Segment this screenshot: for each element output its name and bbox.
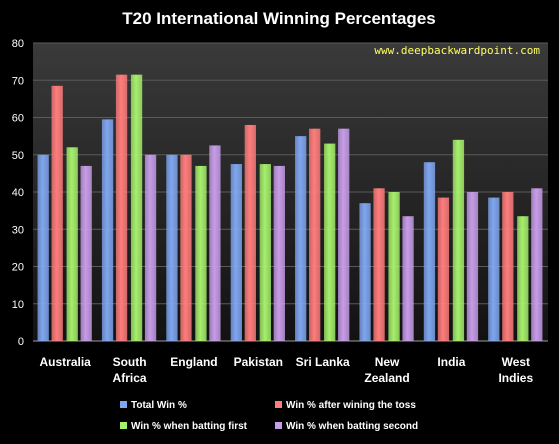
y-tick-label: 80 bbox=[12, 38, 24, 50]
bar bbox=[101, 119, 114, 341]
y-tick-label: 10 bbox=[12, 299, 24, 311]
x-tick-label: Pakistan bbox=[234, 355, 283, 369]
bar bbox=[66, 147, 78, 341]
bar bbox=[373, 188, 385, 341]
bar bbox=[130, 74, 143, 341]
bar bbox=[295, 136, 307, 341]
x-tick-label: West Indies bbox=[498, 355, 533, 385]
bar bbox=[180, 154, 192, 341]
bar bbox=[466, 192, 479, 341]
bar bbox=[115, 74, 128, 341]
bar bbox=[230, 164, 242, 341]
bar bbox=[209, 145, 221, 341]
legend-label: Total Win % bbox=[131, 400, 187, 411]
legend-label: Win % when batting first bbox=[131, 421, 248, 432]
bar bbox=[402, 216, 414, 341]
bar bbox=[37, 154, 49, 341]
y-tick-label: 50 bbox=[12, 150, 24, 162]
y-axis-ticks: 0 10 20 30 40 50 60 70 80 bbox=[12, 38, 24, 348]
y-tick-label: 40 bbox=[12, 187, 24, 199]
bar bbox=[502, 192, 514, 341]
bar bbox=[259, 164, 271, 341]
y-tick-label: 20 bbox=[12, 262, 24, 274]
bar bbox=[195, 165, 207, 341]
bar bbox=[244, 124, 256, 341]
bar bbox=[324, 143, 336, 341]
bar bbox=[531, 188, 543, 341]
y-tick-label: 0 bbox=[18, 336, 24, 348]
y-tick-label: 60 bbox=[12, 113, 24, 125]
bar bbox=[338, 128, 350, 341]
x-tick-label: South Africa bbox=[113, 355, 147, 385]
x-tick-label: Australia bbox=[40, 355, 92, 369]
watermark-text: www.deepbackwardpoint.com bbox=[374, 44, 540, 57]
bar bbox=[488, 197, 500, 341]
y-tick-label: 30 bbox=[12, 224, 24, 236]
x-axis-ticks: Australia South Africa England Pakistan Sri L… bbox=[40, 355, 534, 385]
bar bbox=[437, 197, 450, 341]
bar bbox=[273, 165, 285, 341]
y-tick-label: 70 bbox=[12, 75, 24, 87]
bar bbox=[517, 216, 529, 341]
bar bbox=[423, 162, 436, 341]
bar bbox=[309, 128, 321, 341]
legend-label: Win % when batting second bbox=[286, 421, 418, 432]
legend-swatch bbox=[120, 422, 127, 429]
x-tick-label: India bbox=[437, 355, 465, 369]
bar bbox=[166, 154, 178, 341]
x-tick-label: England bbox=[170, 355, 217, 369]
x-tick-label: Sri Lanka bbox=[296, 355, 350, 369]
x-tick-label: New Zealand bbox=[364, 355, 409, 385]
legend-label: Win % after wining the toss bbox=[286, 400, 416, 411]
bar bbox=[80, 165, 92, 341]
legend-swatch bbox=[120, 401, 127, 408]
legend-swatch bbox=[275, 422, 282, 429]
bars bbox=[37, 74, 543, 342]
bar bbox=[144, 154, 157, 341]
bar bbox=[359, 203, 371, 341]
bar bbox=[452, 139, 465, 341]
legend-swatch bbox=[275, 401, 282, 408]
chart-title: T20 International Winning Percentages bbox=[122, 9, 435, 28]
legend: Total Win % Win % after wining the toss Wi… bbox=[120, 400, 418, 432]
bar bbox=[388, 192, 400, 341]
bar bbox=[51, 85, 63, 342]
